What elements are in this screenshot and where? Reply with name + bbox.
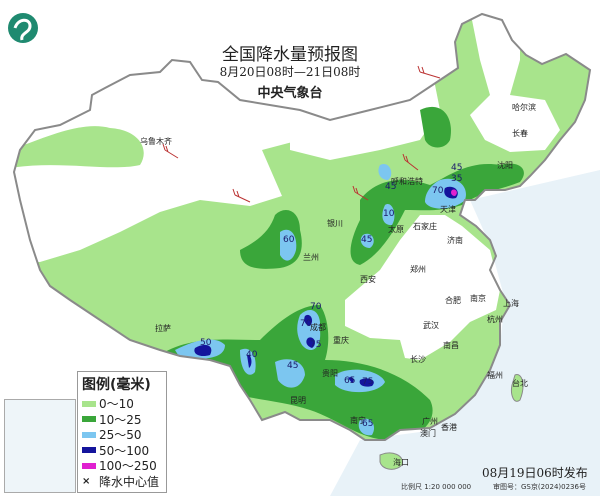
- rain-center-value: 35: [451, 174, 462, 184]
- city-label: 兰州: [303, 252, 319, 262]
- dry-area-central-east: [345, 215, 500, 360]
- rain-center-value: 75: [310, 340, 321, 350]
- rain-center-value: 50: [200, 338, 212, 348]
- city-label: 澳门: [420, 428, 436, 438]
- city-label: 乌鲁木齐: [140, 136, 172, 146]
- city-label: 太原: [388, 224, 404, 234]
- legend-item: 100～250: [78, 458, 166, 474]
- legend-label: 25～50: [99, 428, 142, 443]
- legend-item: 25～50: [78, 427, 166, 443]
- city-label: 杭州: [487, 314, 503, 324]
- city-labels: 乌鲁木齐 哈尔滨 长春 沈阳 呼和浩特 天津 石家庄 太原 银川 兰州 济南 郑…: [140, 102, 536, 467]
- wind-barb-icon: [402, 153, 419, 171]
- legend-item: × 降水中心值: [78, 474, 166, 490]
- city-label: 南京: [470, 293, 486, 303]
- rain-center-value: 65: [362, 419, 373, 429]
- city-label: 广州: [422, 416, 438, 426]
- legend-title: 图例(毫米): [82, 377, 151, 393]
- rain-center-value: 45: [287, 361, 298, 371]
- rain-center-value: 70: [300, 319, 312, 329]
- forecast-period: 8月20日08时—21日08时: [219, 65, 361, 79]
- city-label: 西安: [360, 274, 376, 284]
- rain-center-values: 45 35 70 45 10 45 60 70 70 75 50 40 45 6…: [200, 163, 462, 429]
- legend-item: 50～100: [78, 443, 166, 459]
- city-label: 银川: [327, 218, 343, 228]
- hainan-island: [379, 452, 403, 470]
- legend-item: 10～25: [78, 412, 166, 428]
- rain-center-value: 75: [362, 377, 373, 387]
- rain-center-value: 65: [344, 376, 355, 386]
- agency-name: 中央气象台: [257, 86, 323, 101]
- legend-label: 100～250: [99, 459, 157, 474]
- city-label: 哈尔滨: [512, 102, 536, 112]
- review-number: 审图号：GS京(2024)0236号: [493, 483, 586, 491]
- legend-label: 0～10: [99, 397, 134, 412]
- rain-area-heavy: [175, 163, 466, 436]
- sea: [330, 170, 600, 496]
- city-label: 上海: [503, 298, 519, 308]
- city-label: 昆明: [290, 396, 306, 405]
- city-label: 石家庄: [413, 221, 437, 231]
- wind-barb-icon: [232, 188, 251, 203]
- taiwan-island: [511, 374, 524, 402]
- rain-area-extreme: [451, 189, 457, 196]
- legend: 图例(毫米) 0～10 10～25 25～50 50～100 100～250 ×…: [77, 371, 167, 493]
- rain-area-tianshan: [14, 126, 144, 168]
- city-label: 重庆: [333, 335, 349, 345]
- map-scale: 比例尺 1:20 000 000: [401, 483, 472, 491]
- wind-barbs: [162, 65, 441, 203]
- legend-label: 降水中心值: [99, 474, 160, 489]
- city-label: 香港: [441, 422, 457, 432]
- city-label: 合肥: [445, 295, 461, 305]
- rain-center-value: 70: [432, 186, 444, 196]
- wind-barb-icon: [162, 143, 179, 159]
- city-label: 海口: [393, 457, 409, 467]
- legend-label: 50～100: [99, 443, 150, 458]
- rain-center-value: 45: [361, 235, 372, 245]
- city-label: 济南: [447, 235, 463, 245]
- city-label: 长春: [512, 128, 528, 138]
- city-label: 郑州: [410, 264, 426, 274]
- rain-center-value: 45: [451, 163, 462, 173]
- rain-center-value: 60: [283, 235, 295, 245]
- city-label: 武汉: [423, 320, 439, 330]
- city-label: 拉萨: [155, 323, 171, 333]
- city-label: 南宁: [350, 415, 366, 425]
- dry-area-northeast: [470, 14, 560, 152]
- legend-label: 10～25: [99, 412, 142, 427]
- issued-time: 08月19日06时发布: [482, 466, 588, 480]
- logo-icon: [8, 13, 38, 43]
- city-label: 南昌: [443, 340, 459, 350]
- x-mark-icon: ×: [82, 475, 91, 487]
- wind-barb-icon: [352, 185, 369, 201]
- city-label: 长沙: [410, 354, 426, 364]
- rain-center-value: 70: [310, 302, 322, 312]
- rain-center-value: 40: [246, 350, 258, 360]
- city-label: 台北: [512, 378, 528, 388]
- rain-center-value: 45: [385, 182, 396, 192]
- south-china-sea-inset: [4, 399, 76, 493]
- map-title: 全国降水量预报图: [222, 45, 358, 65]
- wind-barb-icon: [417, 65, 441, 79]
- rain-center-value: 10: [383, 209, 395, 219]
- legend-item: 0～10: [78, 396, 166, 412]
- city-label: 呼和浩特: [391, 176, 423, 186]
- city-label: 成都: [310, 322, 326, 332]
- city-label: 福州: [487, 371, 503, 380]
- city-label: 天津: [440, 204, 456, 214]
- city-label: 沈阳: [497, 160, 513, 170]
- city-label: 贵阳: [322, 368, 338, 378]
